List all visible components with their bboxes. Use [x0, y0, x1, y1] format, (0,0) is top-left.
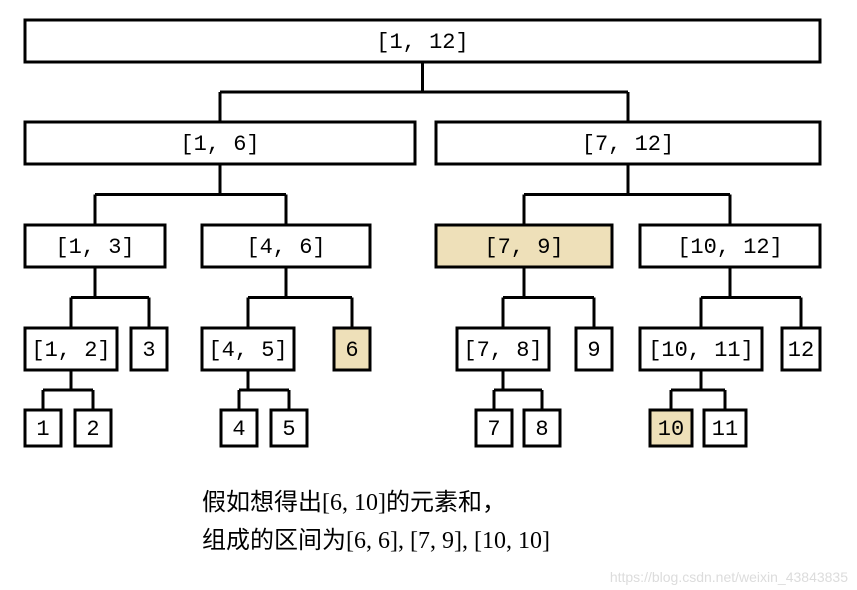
tree-node-label: [4, 5]: [208, 338, 287, 363]
caption-line-1: 假如想得出[6, 10]的元素和，: [202, 489, 506, 516]
tree-node-label: 7: [487, 417, 500, 442]
tree-node-label: [7, 8]: [463, 338, 542, 363]
tree-node-label: 12: [788, 338, 814, 363]
tree-node-label: 2: [86, 417, 99, 442]
tree-node-label: [1, 2]: [31, 338, 110, 363]
caption-line-2: 组成的区间为[6, 6], [7, 9], [10, 10]: [202, 527, 550, 554]
segment-tree-diagram: [1, 12] [1, 6] [7, 12] [1, 3] [4, 6] [7, 9] [1…: [0, 0, 857, 590]
tree-node-label: 3: [142, 338, 155, 363]
tree-node-label: [7, 9]: [484, 235, 563, 260]
tree-node-label: [10, 11]: [648, 338, 754, 363]
tree-node-label: 6: [345, 338, 358, 363]
tree-node-label: 11: [712, 417, 738, 442]
tree-node-label: [1, 3]: [55, 235, 134, 260]
tree-node-label: [7, 12]: [582, 132, 674, 157]
tree-node-label: 9: [587, 338, 600, 363]
tree-node-label: [1, 12]: [376, 30, 468, 55]
tree-node-label: [10, 12]: [677, 235, 783, 260]
tree-node-label: 10: [658, 417, 684, 442]
tree-node-label: 8: [535, 417, 548, 442]
tree-node-label: 1: [36, 417, 49, 442]
tree-node-label: 5: [282, 417, 295, 442]
watermark: https://blog.csdn.net/weixin_43843835: [610, 569, 848, 585]
tree-node-label: 4: [232, 417, 245, 442]
tree-node-label: [1, 6]: [180, 132, 259, 157]
tree-node-label: [4, 6]: [246, 235, 325, 260]
